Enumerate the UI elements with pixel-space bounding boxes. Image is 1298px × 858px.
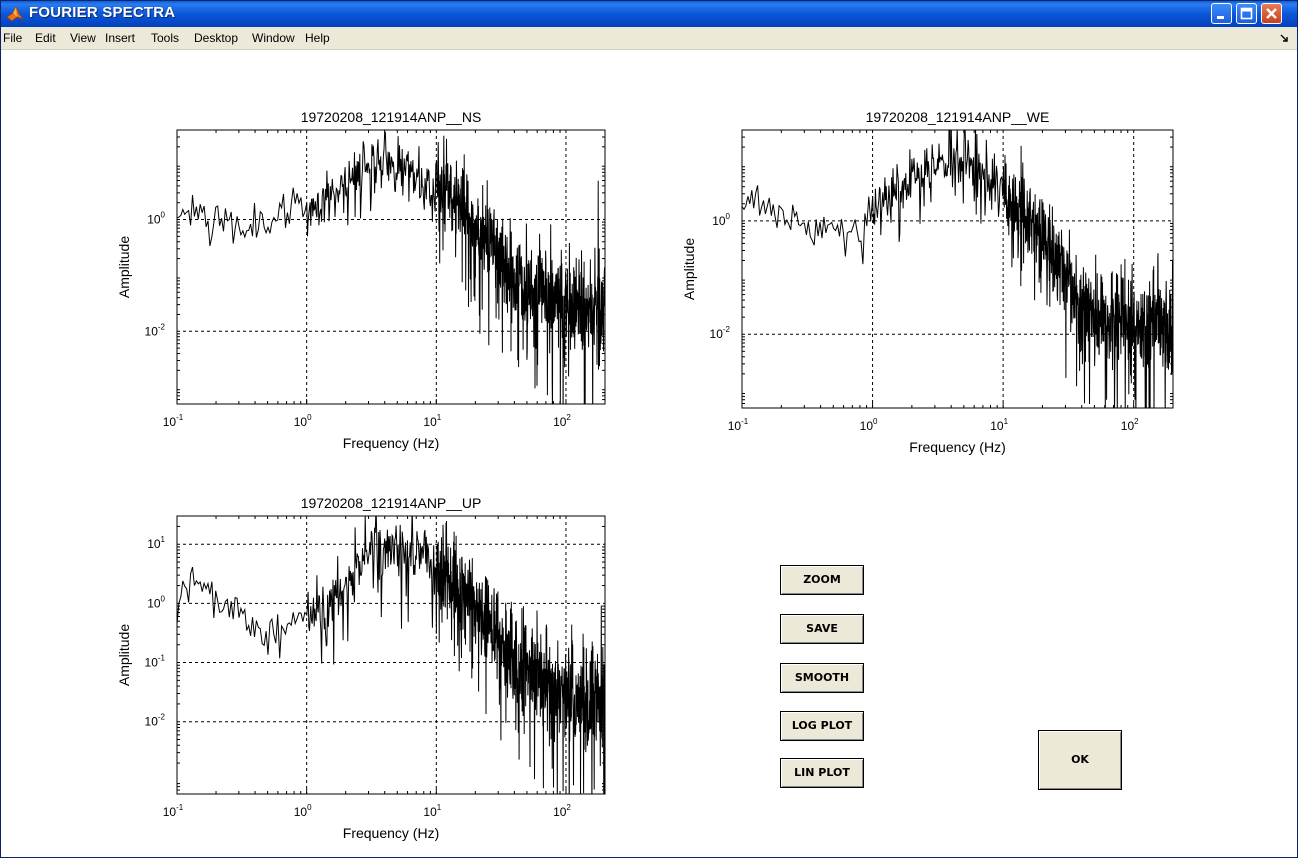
spectrum-trace — [177, 516, 605, 794]
x-tick-label: 100 — [294, 803, 312, 819]
spectrum-panel-we: 10-1 100 101 102 10-2 100 19720208_121914ANP__… — [681, 109, 1174, 455]
plots-canvas: 10-1 100 101 102 10-2 100 19720208_121914ANP__… — [116, 109, 1174, 841]
x-tick-label: 102 — [553, 803, 571, 819]
y-tick-label: 100 — [712, 212, 730, 228]
x-tick-label: 10-1 — [728, 417, 749, 433]
y-axis-label: Amplitude — [116, 624, 132, 686]
axes-box — [741, 129, 1174, 409]
minimize-icon[interactable] — [1211, 3, 1232, 24]
x-axis-label: Frequency (Hz) — [909, 439, 1005, 455]
menu-insert[interactable]: Insert — [105, 31, 136, 45]
y-axis-label: Amplitude — [116, 236, 132, 298]
menu-desktop[interactable]: Desktop — [194, 31, 239, 45]
y-tick-label: 101 — [147, 535, 165, 551]
title-bar[interactable]: FOURIER SPECTRA — [1, 1, 1297, 27]
menu-view[interactable]: View — [70, 31, 96, 45]
ok-button[interactable]: OK — [1038, 730, 1122, 790]
y-tick-label: 10-2 — [710, 325, 731, 341]
log-plot-button[interactable]: LOG PLOT — [780, 711, 864, 741]
axes-box — [176, 129, 606, 405]
x-tick-label: 102 — [553, 413, 571, 429]
spectrum-trace — [742, 130, 1173, 408]
menu-file[interactable]: File — [3, 31, 23, 45]
menu-tools[interactable]: Tools — [151, 31, 180, 45]
x-tick-label: 100 — [860, 417, 878, 433]
figure-canvas: 10-1 100 101 102 10-2 100 19720208_121914ANP__… — [1, 50, 1297, 857]
spectrum-panel-ns: 10-1 100 101 102 10-2 100 19720208_121914ANP__… — [116, 109, 606, 451]
lin-plot-button[interactable]: LIN PLOT — [780, 758, 864, 788]
x-tick-label: 101 — [990, 417, 1008, 433]
y-tick-label: 10-2 — [145, 713, 166, 729]
undock-arrow-icon[interactable] — [1280, 33, 1290, 43]
plot-title: 19720208_121914ANP__NS — [301, 109, 482, 125]
x-tick-label: 10-1 — [163, 803, 184, 819]
x-tick-label: 102 — [1121, 417, 1139, 433]
spectrum-panel-up: 10-1 100 101 102 10-2 10-1 100 101 19720208_1219… — [116, 495, 606, 841]
menu-help[interactable]: Help — [305, 31, 330, 45]
plot-title: 19720208_121914ANP__WE — [866, 109, 1050, 125]
x-tick-label: 101 — [423, 413, 441, 429]
menu-edit[interactable]: Edit — [35, 31, 56, 45]
x-axis-label: Frequency (Hz) — [343, 435, 439, 451]
x-tick-label: 100 — [294, 413, 312, 429]
x-tick-label: 10-1 — [163, 413, 184, 429]
matlab-icon — [6, 6, 24, 22]
smooth-button[interactable]: SMOOTH — [780, 663, 864, 693]
menu-window[interactable]: Window — [252, 31, 295, 45]
maximize-icon[interactable] — [1236, 3, 1257, 24]
y-tick-label: 10-2 — [145, 322, 166, 338]
zoom-button[interactable]: ZOOM — [780, 565, 864, 595]
window-title: FOURIER SPECTRA — [29, 4, 176, 21]
x-tick-label: 101 — [423, 803, 441, 819]
plot-title: 19720208_121914ANP__UP — [301, 495, 482, 511]
y-axis-label: Amplitude — [681, 238, 697, 300]
save-button[interactable]: SAVE — [780, 614, 864, 644]
x-axis-label: Frequency (Hz) — [343, 825, 439, 841]
close-icon[interactable] — [1261, 3, 1282, 24]
y-tick-label: 10-1 — [145, 654, 166, 670]
y-tick-label: 100 — [147, 594, 165, 610]
y-tick-label: 100 — [147, 211, 165, 227]
menu-bar: File Edit View Insert Tools Desktop Wind… — [1, 27, 1297, 50]
